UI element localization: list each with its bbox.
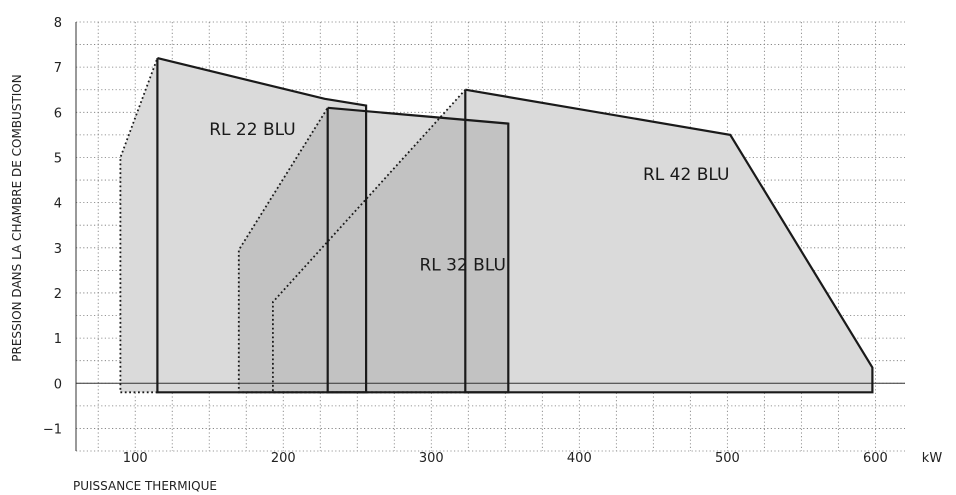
series-label: RL 42 BLU bbox=[643, 165, 729, 185]
y-tick-label: 2 bbox=[54, 287, 62, 302]
x-axis-title: PUISSANCE THERMIQUE bbox=[73, 479, 217, 493]
area-overlap bbox=[272, 107, 509, 393]
x-axis-unit: kW bbox=[922, 451, 943, 466]
y-axis-title: PRESSION DANS LA CHAMBRE DE COMBUSTION bbox=[10, 74, 24, 361]
area-outlines bbox=[119, 57, 874, 394]
area-overlaps bbox=[238, 89, 509, 393]
y-tick-label: 8 bbox=[54, 16, 62, 31]
solid-envelope-3 bbox=[464, 88, 874, 394]
y-tick-label: 4 bbox=[54, 197, 62, 212]
x-tick-label: 400 bbox=[567, 451, 592, 466]
x-tick-label: 300 bbox=[419, 451, 444, 466]
series-label: RL 32 BLU bbox=[419, 255, 505, 275]
dotted-envelope-1 bbox=[119, 57, 159, 394]
y-tick-label: 6 bbox=[54, 106, 62, 121]
y-tick-label: −1 bbox=[43, 422, 62, 437]
y-tick-label: 7 bbox=[54, 61, 62, 76]
series-label: RL 22 BLU bbox=[209, 120, 295, 140]
labels: 8 7 6 5 4 3 2 1 0 −1 100 200 300 400 500 600 RL 22 BLU RL… bbox=[43, 16, 888, 466]
x-tick-label: 100 bbox=[123, 451, 148, 466]
x-tick-label: 500 bbox=[715, 451, 740, 466]
y-tick-label: 0 bbox=[54, 377, 62, 392]
solid-envelope-1 bbox=[156, 57, 368, 394]
x-tick-label: 200 bbox=[271, 451, 296, 466]
x-tick-label: 600 bbox=[863, 451, 888, 466]
y-tick-label: 5 bbox=[54, 151, 62, 166]
axes bbox=[75, 22, 905, 451]
y-tick-label: 3 bbox=[54, 242, 62, 257]
y-tick-label: 1 bbox=[54, 332, 62, 347]
